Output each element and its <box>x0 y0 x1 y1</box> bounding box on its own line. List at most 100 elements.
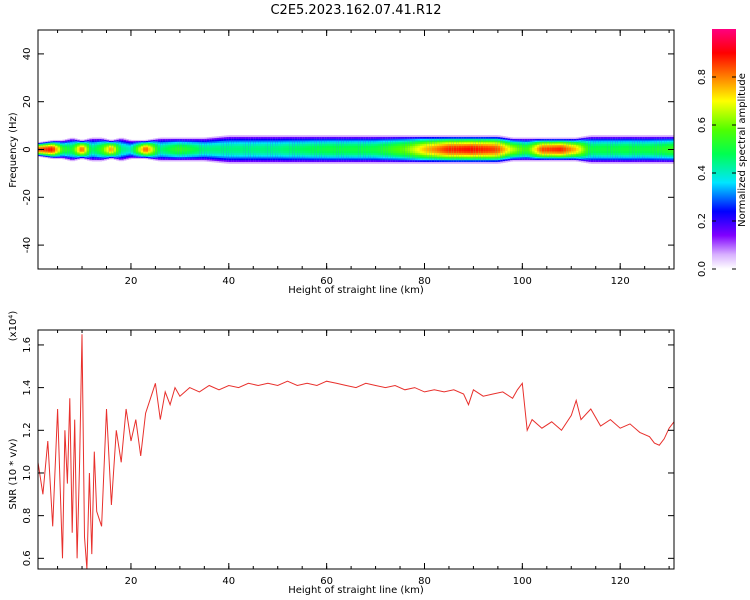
spectral-cell <box>659 147 663 152</box>
spectral-cell <box>629 147 633 152</box>
spectral-cell <box>517 148 521 151</box>
spectral-cell <box>490 147 494 152</box>
colorbar-tick-label: 0.8 <box>697 69 708 85</box>
colorbar: 0.0 0.2 0.4 0.6 0.8 Normalized spectral ampl… <box>697 29 748 277</box>
spectral-cell <box>346 147 350 152</box>
snr-series-line <box>38 334 674 569</box>
spectral-cell <box>434 147 438 152</box>
spectral-cell <box>590 147 594 152</box>
spectral-cell <box>260 147 264 152</box>
spectral-cell <box>216 147 220 152</box>
spectrogram-x-tick-label: 100 <box>513 276 532 287</box>
spectral-cell <box>77 148 80 151</box>
spectral-cell <box>382 147 386 152</box>
spectral-cell <box>615 147 619 152</box>
spectral-cell <box>571 148 575 151</box>
spectrogram-x-tick-label: 80 <box>418 276 431 287</box>
spectral-cell <box>228 147 232 152</box>
spectral-cell <box>532 148 535 151</box>
spectral-cell <box>243 147 247 152</box>
spectral-cell <box>192 148 195 151</box>
spectral-cell <box>201 148 205 151</box>
spectral-cell <box>583 147 587 152</box>
spectral-cell <box>189 148 193 151</box>
spectral-cell <box>368 147 372 152</box>
spectral-cell <box>573 148 577 151</box>
spectral-cell <box>179 148 183 151</box>
spectral-cell <box>108 148 112 151</box>
spectral-cell <box>468 147 472 152</box>
spectral-cell <box>255 147 259 152</box>
spectral-cell <box>561 148 565 151</box>
spectral-cell <box>219 147 222 152</box>
spectral-cell <box>581 147 584 152</box>
spectral-cell <box>206 147 210 152</box>
colorbar-label: Normalized spectral amplitude <box>737 73 748 227</box>
spectral-cell <box>302 147 306 152</box>
spectral-cell <box>280 147 284 152</box>
spectral-cell <box>664 147 668 152</box>
spectrogram-y-tick-label: -20 <box>22 189 33 205</box>
snr-x-tick-label: 20 <box>125 576 138 587</box>
spectral-cell <box>282 147 286 152</box>
spectral-cell <box>610 147 614 152</box>
spectral-cell <box>419 147 423 152</box>
spectral-cell <box>639 147 643 152</box>
spectral-cell <box>304 147 308 152</box>
spectral-cell <box>113 148 117 151</box>
spectral-cell <box>546 148 550 151</box>
spectral-cell <box>356 147 359 152</box>
spectral-cell <box>436 147 440 152</box>
spectral-cell <box>566 148 570 151</box>
spectral-cell <box>585 147 589 152</box>
spectrogram-x-label: Height of straight line (km) <box>288 285 424 296</box>
spectral-cell <box>324 147 328 152</box>
spectral-cell <box>378 147 381 152</box>
spectral-cell <box>488 147 491 152</box>
spectral-cell <box>603 147 606 152</box>
spectral-cell <box>407 147 411 152</box>
spectral-cell <box>45 148 49 151</box>
spectral-cell <box>385 147 389 152</box>
spectral-cell <box>463 147 467 152</box>
snr-y-tick-label: 1.4 <box>22 380 33 396</box>
spectral-cell <box>253 147 257 152</box>
spectral-cell <box>380 147 384 152</box>
spectral-cell <box>483 147 487 152</box>
spectral-cell <box>118 148 122 151</box>
spectral-cell <box>387 147 391 152</box>
spectral-cell <box>226 147 230 152</box>
spectral-cell <box>458 147 462 152</box>
spectral-cell <box>214 147 217 152</box>
spectral-cell <box>187 148 191 151</box>
spectral-cell <box>453 147 457 152</box>
spectral-cell <box>272 147 276 152</box>
spectral-cell <box>392 147 396 152</box>
spectral-cell <box>331 147 335 152</box>
spectral-cell <box>60 148 63 151</box>
spectral-cell <box>617 147 621 152</box>
spectral-cell <box>554 148 557 151</box>
spectral-cell <box>620 147 624 152</box>
spectral-cell <box>329 147 332 152</box>
spectral-cell <box>231 147 235 152</box>
spectral-cell <box>534 148 538 151</box>
spectral-cell <box>439 147 443 152</box>
spectral-cell <box>64 148 68 151</box>
spectral-cell <box>258 147 261 152</box>
spectral-cell <box>321 147 325 152</box>
spectral-cell <box>524 148 528 151</box>
spectrogram-y-tick-label: -40 <box>22 237 33 253</box>
spectral-cell <box>507 147 511 152</box>
spectral-cell <box>319 147 323 152</box>
snr-panel: 20 40 60 80 100 120 0.6 0.8 1.0 1.2 1.4 1.6 Height … <box>8 311 675 596</box>
spectral-cell <box>649 147 653 152</box>
spectral-cell <box>600 147 604 152</box>
spectral-cell <box>634 147 638 152</box>
spectral-cell <box>529 148 533 151</box>
spectral-cell <box>133 148 137 151</box>
spectral-cell <box>475 147 479 152</box>
spectral-cell <box>512 148 516 151</box>
snr-x-label: Height of straight line (km) <box>288 585 424 596</box>
spectral-cell <box>135 148 139 151</box>
